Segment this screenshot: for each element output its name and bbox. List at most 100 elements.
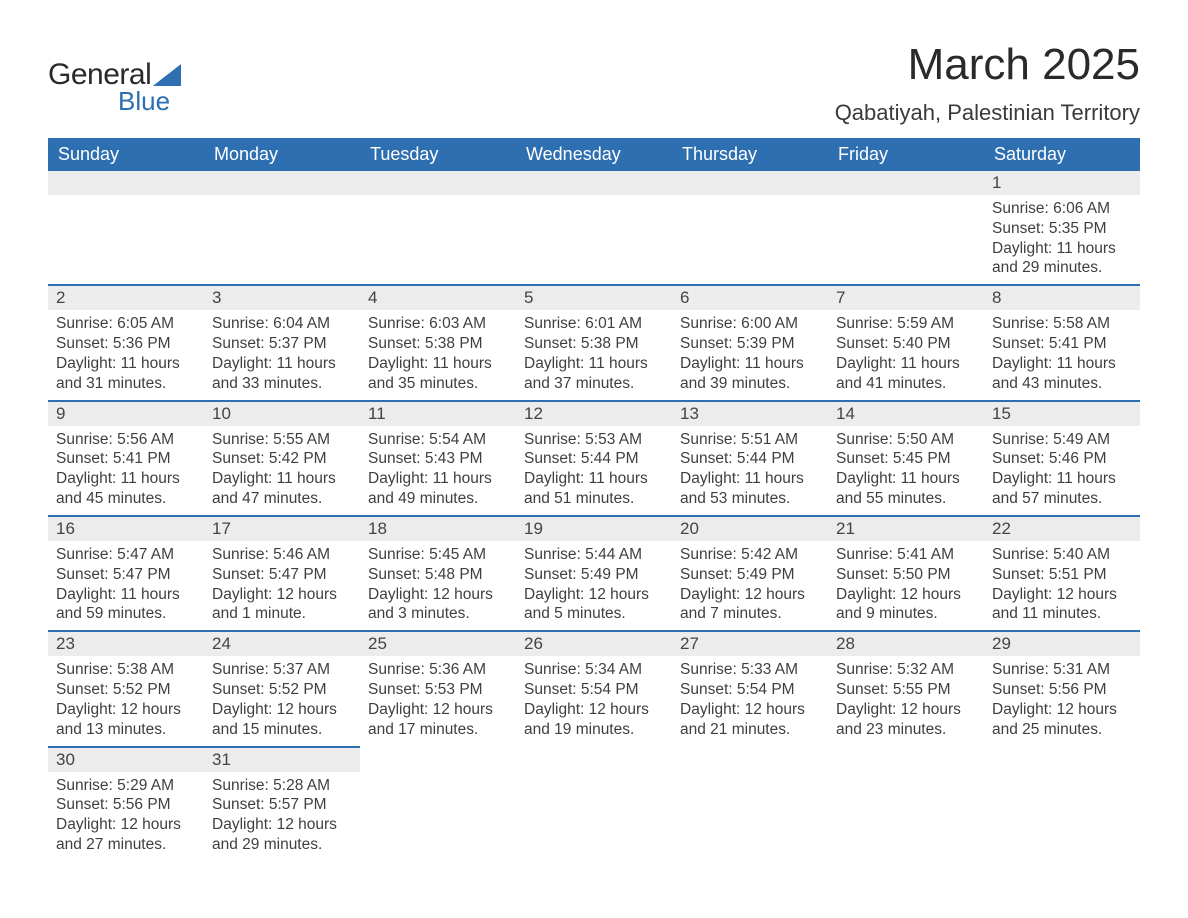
day-content: Sunrise: 5:31 AMSunset: 5:56 PMDaylight:… <box>984 656 1140 745</box>
day-content <box>204 195 360 267</box>
day-number: 10 <box>204 402 360 426</box>
sunrise-line: Sunrise: 5:33 AM <box>680 660 820 680</box>
daylight-line: Daylight: 11 hours and 39 minutes. <box>680 354 820 394</box>
calendar-cell: 23 Sunrise: 5:38 AMSunset: 5:52 PMDayligh… <box>48 631 204 746</box>
calendar-cell: 24Sunrise: 5:37 AMSunset: 5:52 PMDayligh… <box>204 631 360 746</box>
day-content: Sunrise: 6:01 AMSunset: 5:38 PMDaylight:… <box>516 310 672 399</box>
calendar-cell <box>828 171 984 285</box>
calendar-cell <box>672 747 828 861</box>
calendar-cell <box>984 747 1140 861</box>
calendar-cell <box>360 747 516 861</box>
sunset-line: Sunset: 5:47 PM <box>212 565 352 585</box>
month-title: March 2025 <box>835 40 1140 90</box>
daylight-line: Daylight: 11 hours and 47 minutes. <box>212 469 352 509</box>
day-number: 22 <box>984 517 1140 541</box>
sunset-line: Sunset: 5:49 PM <box>680 565 820 585</box>
day-number: 20 <box>672 517 828 541</box>
sunset-line: Sunset: 5:44 PM <box>680 449 820 469</box>
sunrise-line: Sunrise: 5:59 AM <box>836 314 976 334</box>
header: General Blue March 2025 Qabatiyah, Pales… <box>48 40 1140 126</box>
sunset-line: Sunset: 5:56 PM <box>56 795 196 815</box>
calendar-cell: 22Sunrise: 5:40 AMSunset: 5:51 PMDayligh… <box>984 516 1140 631</box>
day-content: Sunrise: 5:29 AMSunset: 5:56 PMDaylight:… <box>48 772 204 861</box>
day-content: Sunrise: 5:49 AMSunset: 5:46 PMDaylight:… <box>984 426 1140 515</box>
daylight-line: Daylight: 12 hours and 25 minutes. <box>992 700 1132 740</box>
sunrise-line: Sunrise: 5:56 AM <box>56 430 196 450</box>
sunrise-line: Sunrise: 5:44 AM <box>524 545 664 565</box>
weekday-row: SundayMondayTuesdayWednesdayThursdayFrid… <box>48 138 1140 171</box>
sunset-line: Sunset: 5:54 PM <box>680 680 820 700</box>
weekday-header: Wednesday <box>516 138 672 171</box>
day-content: Sunrise: 5:47 AMSunset: 5:47 PMDaylight:… <box>48 541 204 630</box>
day-content: Sunrise: 5:36 AMSunset: 5:53 PMDaylight:… <box>360 656 516 745</box>
day-number: 23 <box>48 632 204 656</box>
sunset-line: Sunset: 5:38 PM <box>368 334 508 354</box>
weekday-header: Monday <box>204 138 360 171</box>
daylight-line: Daylight: 11 hours and 29 minutes. <box>992 239 1132 279</box>
sunrise-line: Sunrise: 6:06 AM <box>992 199 1132 219</box>
daylight-line: Daylight: 12 hours and 7 minutes. <box>680 585 820 625</box>
sunset-line: Sunset: 5:57 PM <box>212 795 352 815</box>
calendar-cell: 3Sunrise: 6:04 AMSunset: 5:37 PMDaylight… <box>204 285 360 400</box>
title-block: March 2025 Qabatiyah, Palestinian Territ… <box>835 40 1140 126</box>
calendar-cell: 9Sunrise: 5:56 AMSunset: 5:41 PMDaylight… <box>48 401 204 516</box>
day-content: Sunrise: 5:41 AMSunset: 5:50 PMDaylight:… <box>828 541 984 630</box>
calendar-cell: 12Sunrise: 5:53 AMSunset: 5:44 PMDayligh… <box>516 401 672 516</box>
daylight-line: Daylight: 11 hours and 31 minutes. <box>56 354 196 394</box>
day-number: 6 <box>672 286 828 310</box>
day-number: 15 <box>984 402 1140 426</box>
day-content: Sunrise: 5:33 AMSunset: 5:54 PMDaylight:… <box>672 656 828 745</box>
day-number: 31 <box>204 748 360 772</box>
calendar-cell: 16Sunrise: 5:47 AMSunset: 5:47 PMDayligh… <box>48 516 204 631</box>
day-number: 25 <box>360 632 516 656</box>
calendar-cell: 27Sunrise: 5:33 AMSunset: 5:54 PMDayligh… <box>672 631 828 746</box>
calendar-cell: 20Sunrise: 5:42 AMSunset: 5:49 PMDayligh… <box>672 516 828 631</box>
daylight-line: Daylight: 12 hours and 13 minutes. <box>56 700 196 740</box>
sunrise-line: Sunrise: 6:01 AM <box>524 314 664 334</box>
day-number: 7 <box>828 286 984 310</box>
day-content: Sunrise: 5:46 AMSunset: 5:47 PMDaylight:… <box>204 541 360 630</box>
calendar-cell: 14Sunrise: 5:50 AMSunset: 5:45 PMDayligh… <box>828 401 984 516</box>
sunset-line: Sunset: 5:42 PM <box>212 449 352 469</box>
day-number: 12 <box>516 402 672 426</box>
sunrise-line: Sunrise: 5:36 AM <box>368 660 508 680</box>
day-content: Sunrise: 5:45 AMSunset: 5:48 PMDaylight:… <box>360 541 516 630</box>
day-number: 18 <box>360 517 516 541</box>
calendar-cell: 21Sunrise: 5:41 AMSunset: 5:50 PMDayligh… <box>828 516 984 631</box>
day-content: Sunrise: 5:58 AMSunset: 5:41 PMDaylight:… <box>984 310 1140 399</box>
calendar-week: 30Sunrise: 5:29 AMSunset: 5:56 PMDayligh… <box>48 747 1140 861</box>
day-content <box>828 771 984 843</box>
sunrise-line: Sunrise: 5:32 AM <box>836 660 976 680</box>
sunrise-line: Sunrise: 5:38 AM <box>56 660 196 680</box>
daylight-line: Daylight: 12 hours and 27 minutes. <box>56 815 196 855</box>
sunrise-line: Sunrise: 6:00 AM <box>680 314 820 334</box>
day-number <box>828 747 984 771</box>
day-content: Sunrise: 6:00 AMSunset: 5:39 PMDaylight:… <box>672 310 828 399</box>
calendar-cell: 10 Sunrise: 5:55 AMSunset: 5:42 PMDayligh… <box>204 401 360 516</box>
calendar-cell <box>516 747 672 861</box>
calendar-cell: 4Sunrise: 6:03 AMSunset: 5:38 PMDaylight… <box>360 285 516 400</box>
day-content: Sunrise: 5:37 AMSunset: 5:52 PMDaylight:… <box>204 656 360 745</box>
sunset-line: Sunset: 5:56 PM <box>992 680 1132 700</box>
sunset-line: Sunset: 5:37 PM <box>212 334 352 354</box>
day-number: 14 <box>828 402 984 426</box>
sunrise-line: Sunrise: 5:53 AM <box>524 430 664 450</box>
day-content: Sunrise: 5:50 AMSunset: 5:45 PMDaylight:… <box>828 426 984 515</box>
daylight-line: Daylight: 11 hours and 55 minutes. <box>836 469 976 509</box>
sunrise-line: Sunrise: 5:55 AM <box>212 430 352 450</box>
sunrise-line: Sunrise: 5:29 AM <box>56 776 196 796</box>
calendar-week: 9Sunrise: 5:56 AMSunset: 5:41 PMDaylight… <box>48 401 1140 516</box>
calendar-week: 16Sunrise: 5:47 AMSunset: 5:47 PMDayligh… <box>48 516 1140 631</box>
day-number: 29 <box>984 632 1140 656</box>
calendar-cell: 6Sunrise: 6:00 AMSunset: 5:39 PMDaylight… <box>672 285 828 400</box>
day-number: 17 <box>204 517 360 541</box>
sunset-line: Sunset: 5:52 PM <box>56 680 196 700</box>
weekday-header: Sunday <box>48 138 204 171</box>
day-content: Sunrise: 5:59 AMSunset: 5:40 PMDaylight:… <box>828 310 984 399</box>
daylight-line: Daylight: 11 hours and 37 minutes. <box>524 354 664 394</box>
day-content: Sunrise: 5:54 AMSunset: 5:43 PMDaylight:… <box>360 426 516 515</box>
day-number: 28 <box>828 632 984 656</box>
calendar-cell: 11Sunrise: 5:54 AMSunset: 5:43 PMDayligh… <box>360 401 516 516</box>
day-content <box>672 771 828 843</box>
sunrise-line: Sunrise: 5:28 AM <box>212 776 352 796</box>
